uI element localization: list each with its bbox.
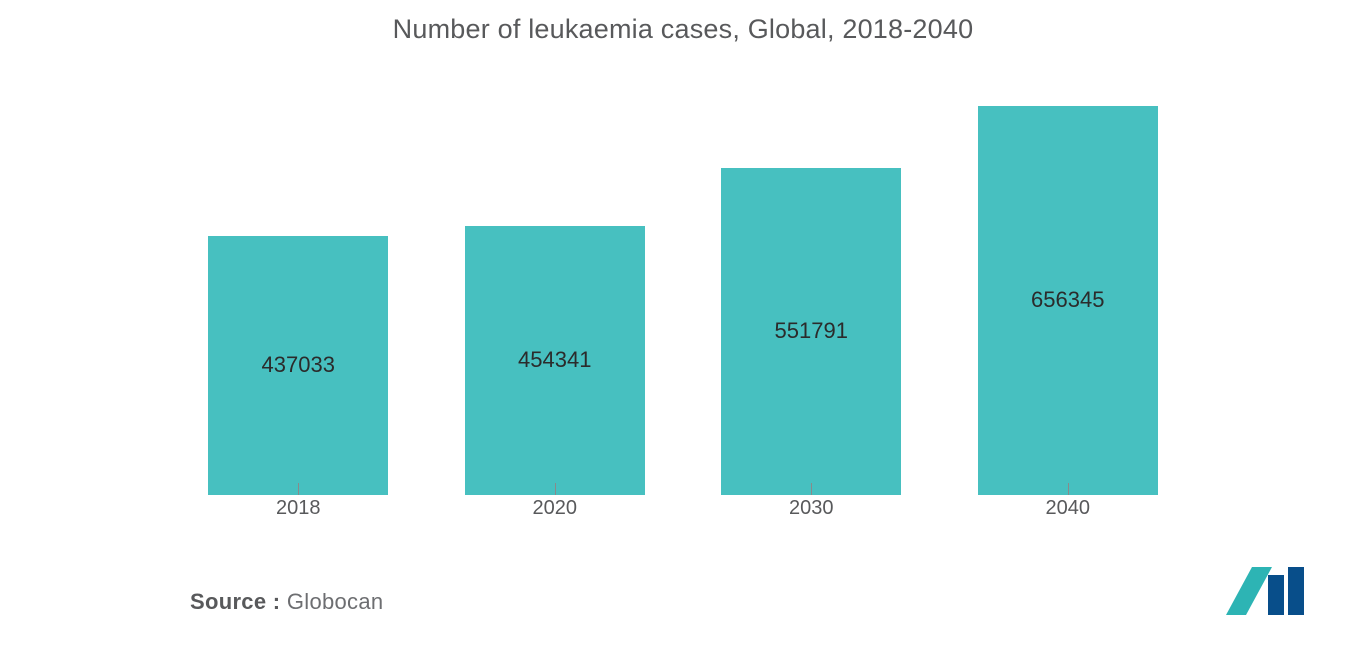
x-tick: 2018 — [170, 495, 427, 535]
source-line: Source : Globocan — [190, 589, 383, 615]
tick-mark — [555, 483, 556, 495]
bar-slot: 656345 — [940, 80, 1197, 495]
x-label: 2030 — [789, 497, 834, 520]
bar-slot: 551791 — [683, 80, 940, 495]
bar-slot: 454341 — [427, 80, 684, 495]
source-value: Globocan — [287, 589, 384, 614]
plot-area: 437033 454341 551791 656345 — [170, 80, 1196, 495]
bar-value-label: 551791 — [721, 318, 901, 344]
x-label: 2020 — [533, 497, 578, 520]
bar-value-label: 454341 — [465, 347, 645, 373]
chart-container: Number of leukaemia cases, Global, 2018-… — [0, 0, 1366, 655]
bar: 551791 — [721, 168, 901, 495]
x-tick: 2020 — [427, 495, 684, 535]
tick-mark — [298, 483, 299, 495]
bar: 454341 — [465, 226, 645, 495]
tick-mark — [1068, 483, 1069, 495]
bar: 437033 — [208, 236, 388, 495]
brand-logo — [1226, 567, 1306, 615]
bar-value-label: 437033 — [208, 352, 388, 378]
x-tick: 2040 — [940, 495, 1197, 535]
x-label: 2018 — [276, 497, 321, 520]
bar-value-label: 656345 — [978, 287, 1158, 313]
tick-mark — [811, 483, 812, 495]
bar: 656345 — [978, 106, 1158, 495]
x-tick: 2030 — [683, 495, 940, 535]
x-label: 2040 — [1046, 497, 1091, 520]
x-axis: 2018 2020 2030 2040 — [170, 495, 1196, 535]
source-label: Source : — [190, 589, 280, 614]
bar-slot: 437033 — [170, 80, 427, 495]
chart-title: Number of leukaemia cases, Global, 2018-… — [0, 14, 1366, 45]
